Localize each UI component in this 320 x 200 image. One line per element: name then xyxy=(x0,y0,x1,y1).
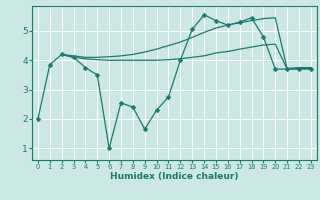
X-axis label: Humidex (Indice chaleur): Humidex (Indice chaleur) xyxy=(110,172,239,181)
